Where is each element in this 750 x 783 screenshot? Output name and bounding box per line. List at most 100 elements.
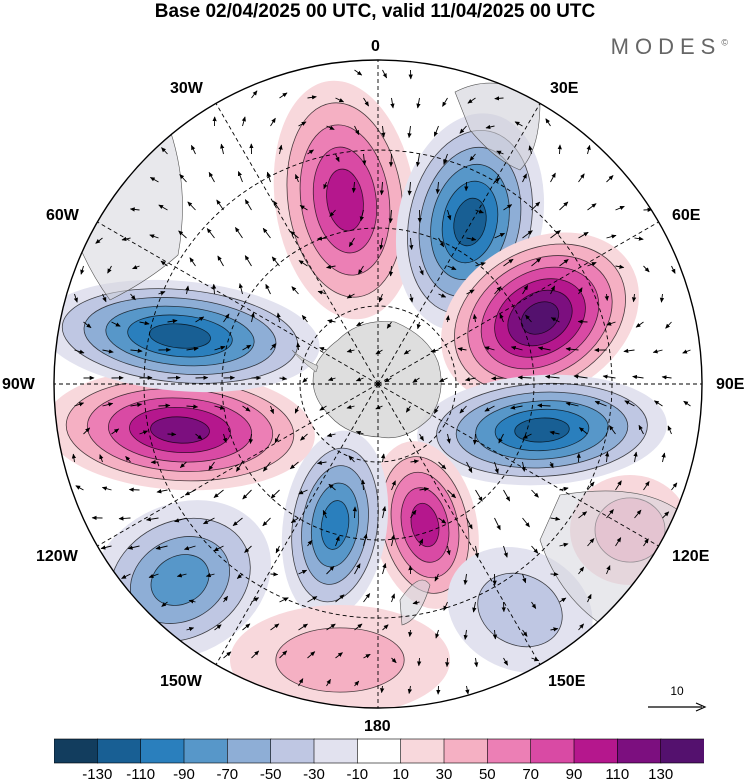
wind-arrow — [217, 255, 224, 267]
wind-arrow — [503, 204, 513, 211]
wind-arrow — [363, 97, 369, 107]
lon-label-120e: 120E — [672, 548, 710, 565]
wind-arrow — [125, 455, 131, 463]
wind-arrow — [296, 342, 301, 351]
wind-arrow — [391, 480, 396, 491]
wind-arrow — [667, 425, 672, 435]
wind-arrow — [167, 432, 177, 437]
wind-arrow — [434, 573, 439, 582]
wind-arrow — [363, 533, 368, 547]
map-boundary — [53, 59, 703, 709]
wind-arrow — [602, 374, 616, 379]
chart-title: Base 02/04/2025 00 UTC, valid 11/04/2025… — [154, 1, 596, 22]
contour-band — [150, 416, 210, 444]
colorbar-swatch — [660, 738, 704, 764]
wind-arrow — [578, 231, 589, 239]
wind-arrow — [447, 265, 457, 271]
wind-arrow — [380, 685, 385, 694]
wind-arrow — [102, 402, 114, 407]
wind-arrow — [503, 258, 514, 267]
wind-arrow — [248, 433, 254, 445]
wind-arrow — [270, 343, 277, 351]
wind-arrow — [111, 428, 120, 435]
wind-arrow — [186, 404, 199, 409]
wind-arrow — [346, 348, 355, 353]
wind-arrow — [475, 262, 486, 267]
wind-arrow — [238, 283, 243, 295]
wind-arrow — [525, 314, 532, 323]
wind-arrow — [145, 517, 159, 522]
wind-arrow — [447, 209, 452, 221]
wind-arrow — [578, 173, 585, 183]
negative-anomaly-90E — [417, 374, 667, 486]
wind-arrow — [615, 537, 622, 547]
wind-arrow — [149, 177, 159, 183]
wind-arrow — [130, 348, 143, 353]
wind-arrow — [355, 377, 364, 382]
wind-arrow — [190, 144, 196, 155]
wind-arrow — [346, 293, 355, 299]
colorbar-swatch — [270, 738, 315, 764]
wind-arrow — [379, 181, 384, 196]
wind-arrow — [205, 573, 215, 578]
wind-arrow — [586, 144, 591, 155]
colorbar-tick-label: -130 — [82, 766, 113, 783]
wind-arrow — [329, 209, 336, 217]
wind-arrow — [577, 319, 588, 324]
wind-arrow — [251, 597, 260, 603]
wind-arrow — [279, 92, 288, 99]
wind-arrow — [223, 651, 232, 659]
wind-arrow — [485, 124, 495, 130]
wind-arrow — [472, 601, 477, 613]
wind-arrow — [299, 205, 308, 211]
contour-band — [520, 301, 560, 335]
wind-arrow — [463, 629, 468, 640]
wind-arrow — [80, 265, 85, 275]
wind-arrow — [382, 562, 387, 575]
wind-arrow — [652, 349, 663, 354]
wind-arrow — [317, 290, 327, 295]
lon-label-0: 0 — [371, 38, 380, 55]
wind-arrow — [494, 461, 499, 474]
wind-arrow — [208, 171, 215, 183]
wind-arrow — [604, 293, 609, 302]
wind-arrow — [522, 517, 530, 528]
wind-arrow — [244, 199, 252, 211]
colorbar-swatch — [183, 738, 229, 764]
wind-arrow — [278, 144, 283, 155]
wind-arrow — [587, 593, 592, 603]
wind-arrow — [158, 204, 168, 211]
wind-arrow — [565, 401, 579, 407]
wind-arrow — [390, 534, 396, 547]
wind-arrow — [466, 461, 473, 473]
wind-arrow — [403, 349, 411, 355]
contour-band — [320, 500, 350, 550]
wind-arrow — [565, 347, 579, 352]
wind-arrow — [390, 593, 395, 603]
wind-arrow — [419, 433, 424, 442]
wind-arrow — [550, 317, 560, 323]
wind-arrow — [128, 487, 140, 492]
wind-arrow — [95, 237, 103, 244]
wind-arrow — [158, 403, 171, 408]
wind-arrow — [188, 599, 196, 604]
wind-arrow — [467, 97, 476, 104]
wind-arrow — [214, 405, 226, 410]
wind-arrow — [214, 624, 222, 631]
wind-arrow — [634, 236, 644, 241]
wind-arrow — [503, 489, 511, 502]
wind-arrow — [241, 116, 246, 127]
wind-arrow — [326, 623, 336, 631]
wind-arrow — [242, 405, 251, 412]
wind-arrow — [307, 149, 314, 155]
wind-arrow — [101, 486, 112, 491]
wind-arrow — [242, 623, 251, 631]
wind-arrow — [316, 460, 327, 465]
wind-arrow — [346, 404, 355, 410]
wind-arrow — [475, 209, 484, 214]
wind-arrow — [289, 461, 299, 470]
wind-arrow — [439, 377, 448, 383]
wind-arrow — [326, 565, 335, 575]
brand-logo: MODES© — [611, 34, 728, 60]
wind-arrow — [295, 173, 300, 183]
